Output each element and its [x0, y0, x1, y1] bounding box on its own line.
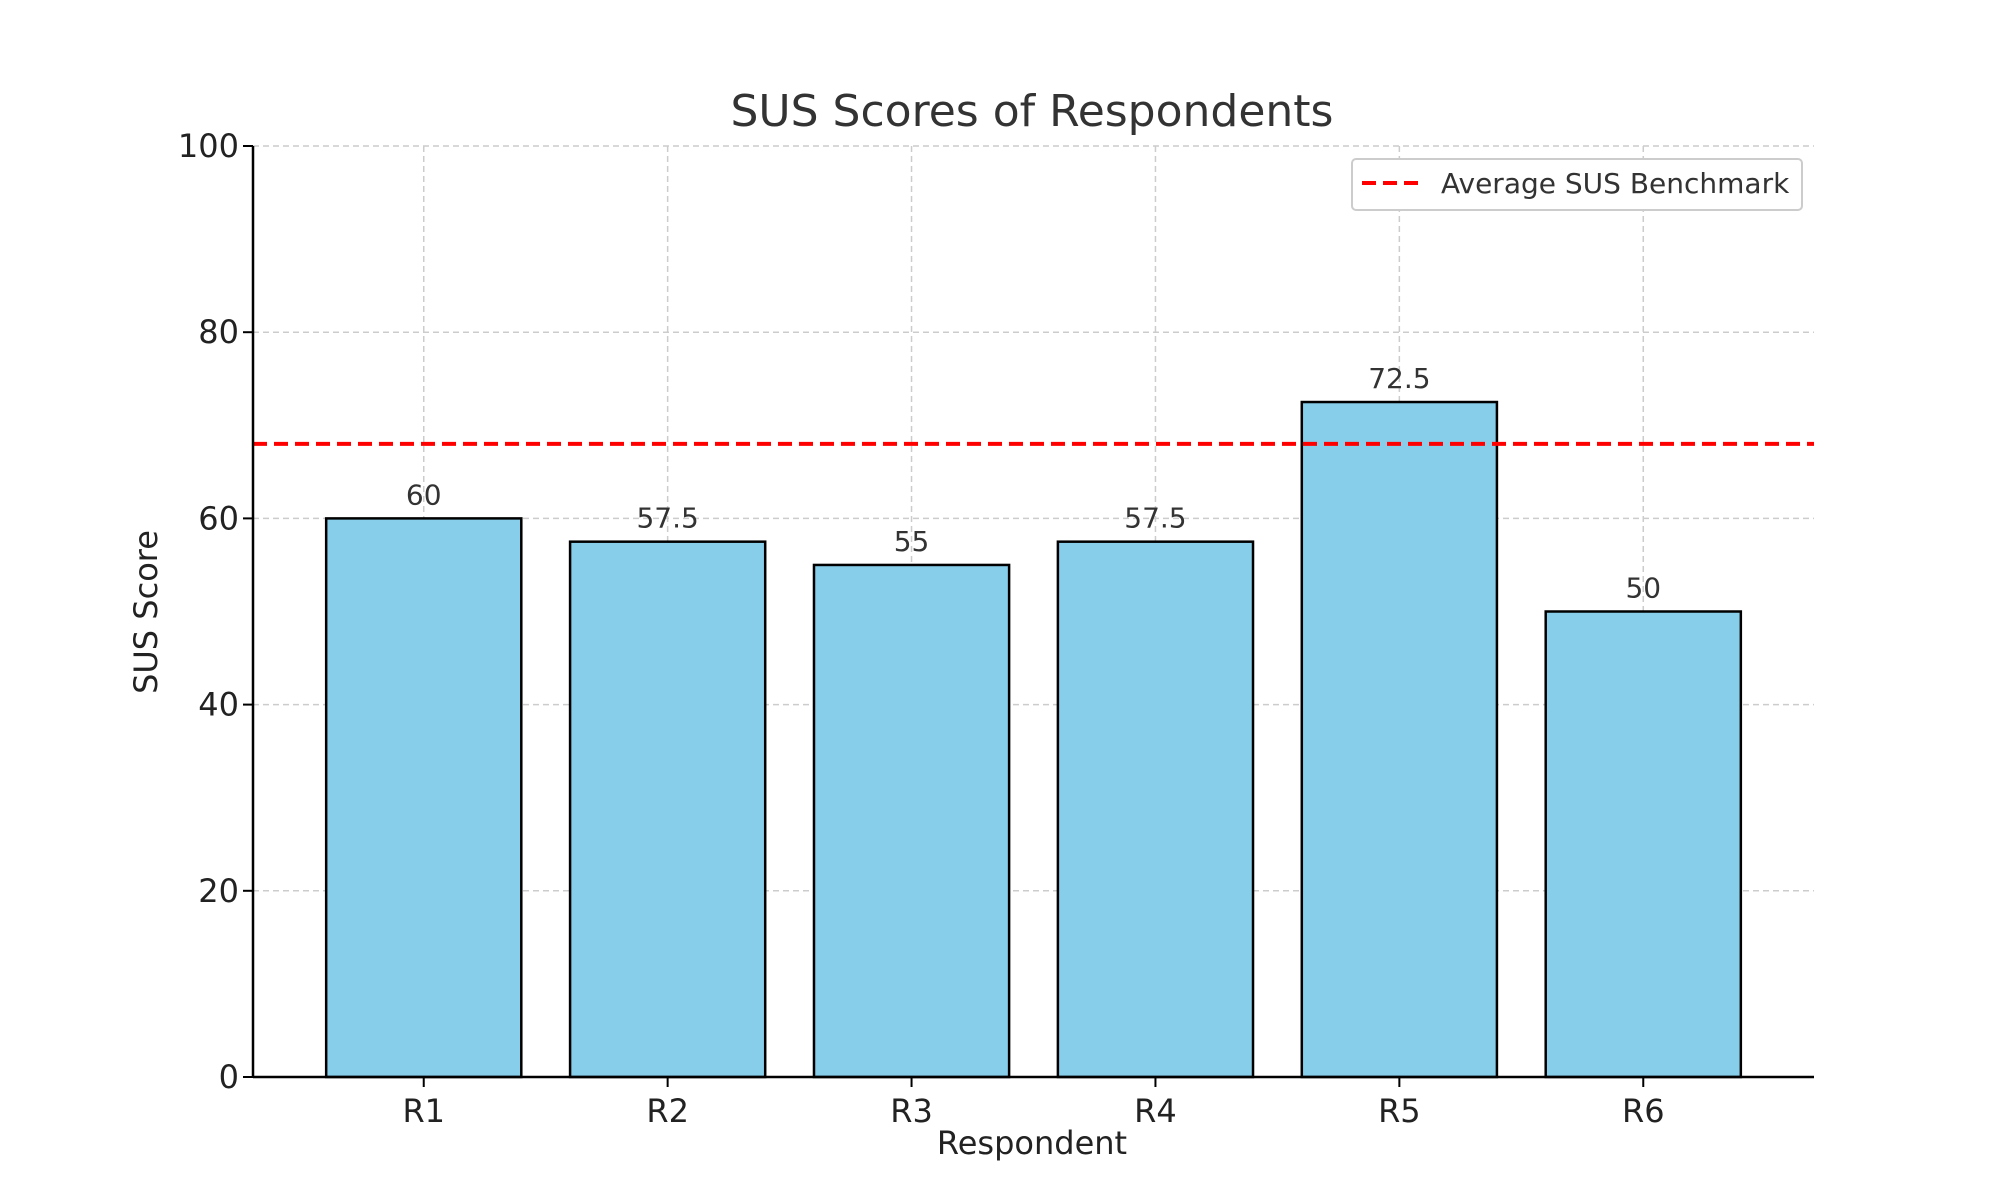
- bar-value-label: 55: [894, 525, 930, 558]
- y-tick-label: 20: [198, 872, 239, 910]
- bar-r3: [812, 563, 1011, 1079]
- legend: Average SUS Benchmark: [1351, 158, 1803, 211]
- chart-title: SUS Scores of Respondents: [731, 86, 1334, 137]
- bar-value-label: 60: [406, 478, 442, 511]
- y-tick-label: 100: [178, 127, 239, 165]
- x-tick-label: R5: [1378, 1092, 1421, 1130]
- y-tick-label: 40: [198, 686, 239, 724]
- labels-layer: 60 57.5 55 57.5 72.5 50: [406, 362, 1661, 604]
- bar-value-label: 57.5: [636, 502, 698, 535]
- bar-value-label: 50: [1625, 572, 1661, 605]
- bar-r1: [324, 517, 523, 1079]
- bar-value-label: 57.5: [1124, 502, 1186, 535]
- x-tick-label: R2: [646, 1092, 689, 1130]
- y-tick-label: 0: [219, 1058, 239, 1096]
- legend-box: [1351, 158, 1803, 211]
- bar-r4: [1056, 540, 1255, 1079]
- bar-r5: [1300, 400, 1499, 1079]
- x-tick-label: R4: [1134, 1092, 1177, 1130]
- y-tick-label: 60: [198, 499, 239, 537]
- y-axis-title: SUS Score: [127, 530, 165, 694]
- x-tick-label: R6: [1622, 1092, 1665, 1130]
- bar-value-label: 72.5: [1368, 362, 1430, 395]
- y-tick-label: 80: [198, 313, 239, 351]
- axes-layer: 0 20 40 60 80 100 R1 R2 R3 R4 R5 R6: [178, 127, 1814, 1130]
- x-tick-label: R1: [402, 1092, 445, 1130]
- legend-label: Average SUS Benchmark: [1441, 167, 1790, 200]
- bar-r6: [1544, 610, 1743, 1079]
- bar-r2: [568, 540, 767, 1079]
- x-axis-title: Respondent: [937, 1124, 1127, 1162]
- x-tick-label: R3: [890, 1092, 933, 1130]
- bars-layer: [324, 400, 1743, 1079]
